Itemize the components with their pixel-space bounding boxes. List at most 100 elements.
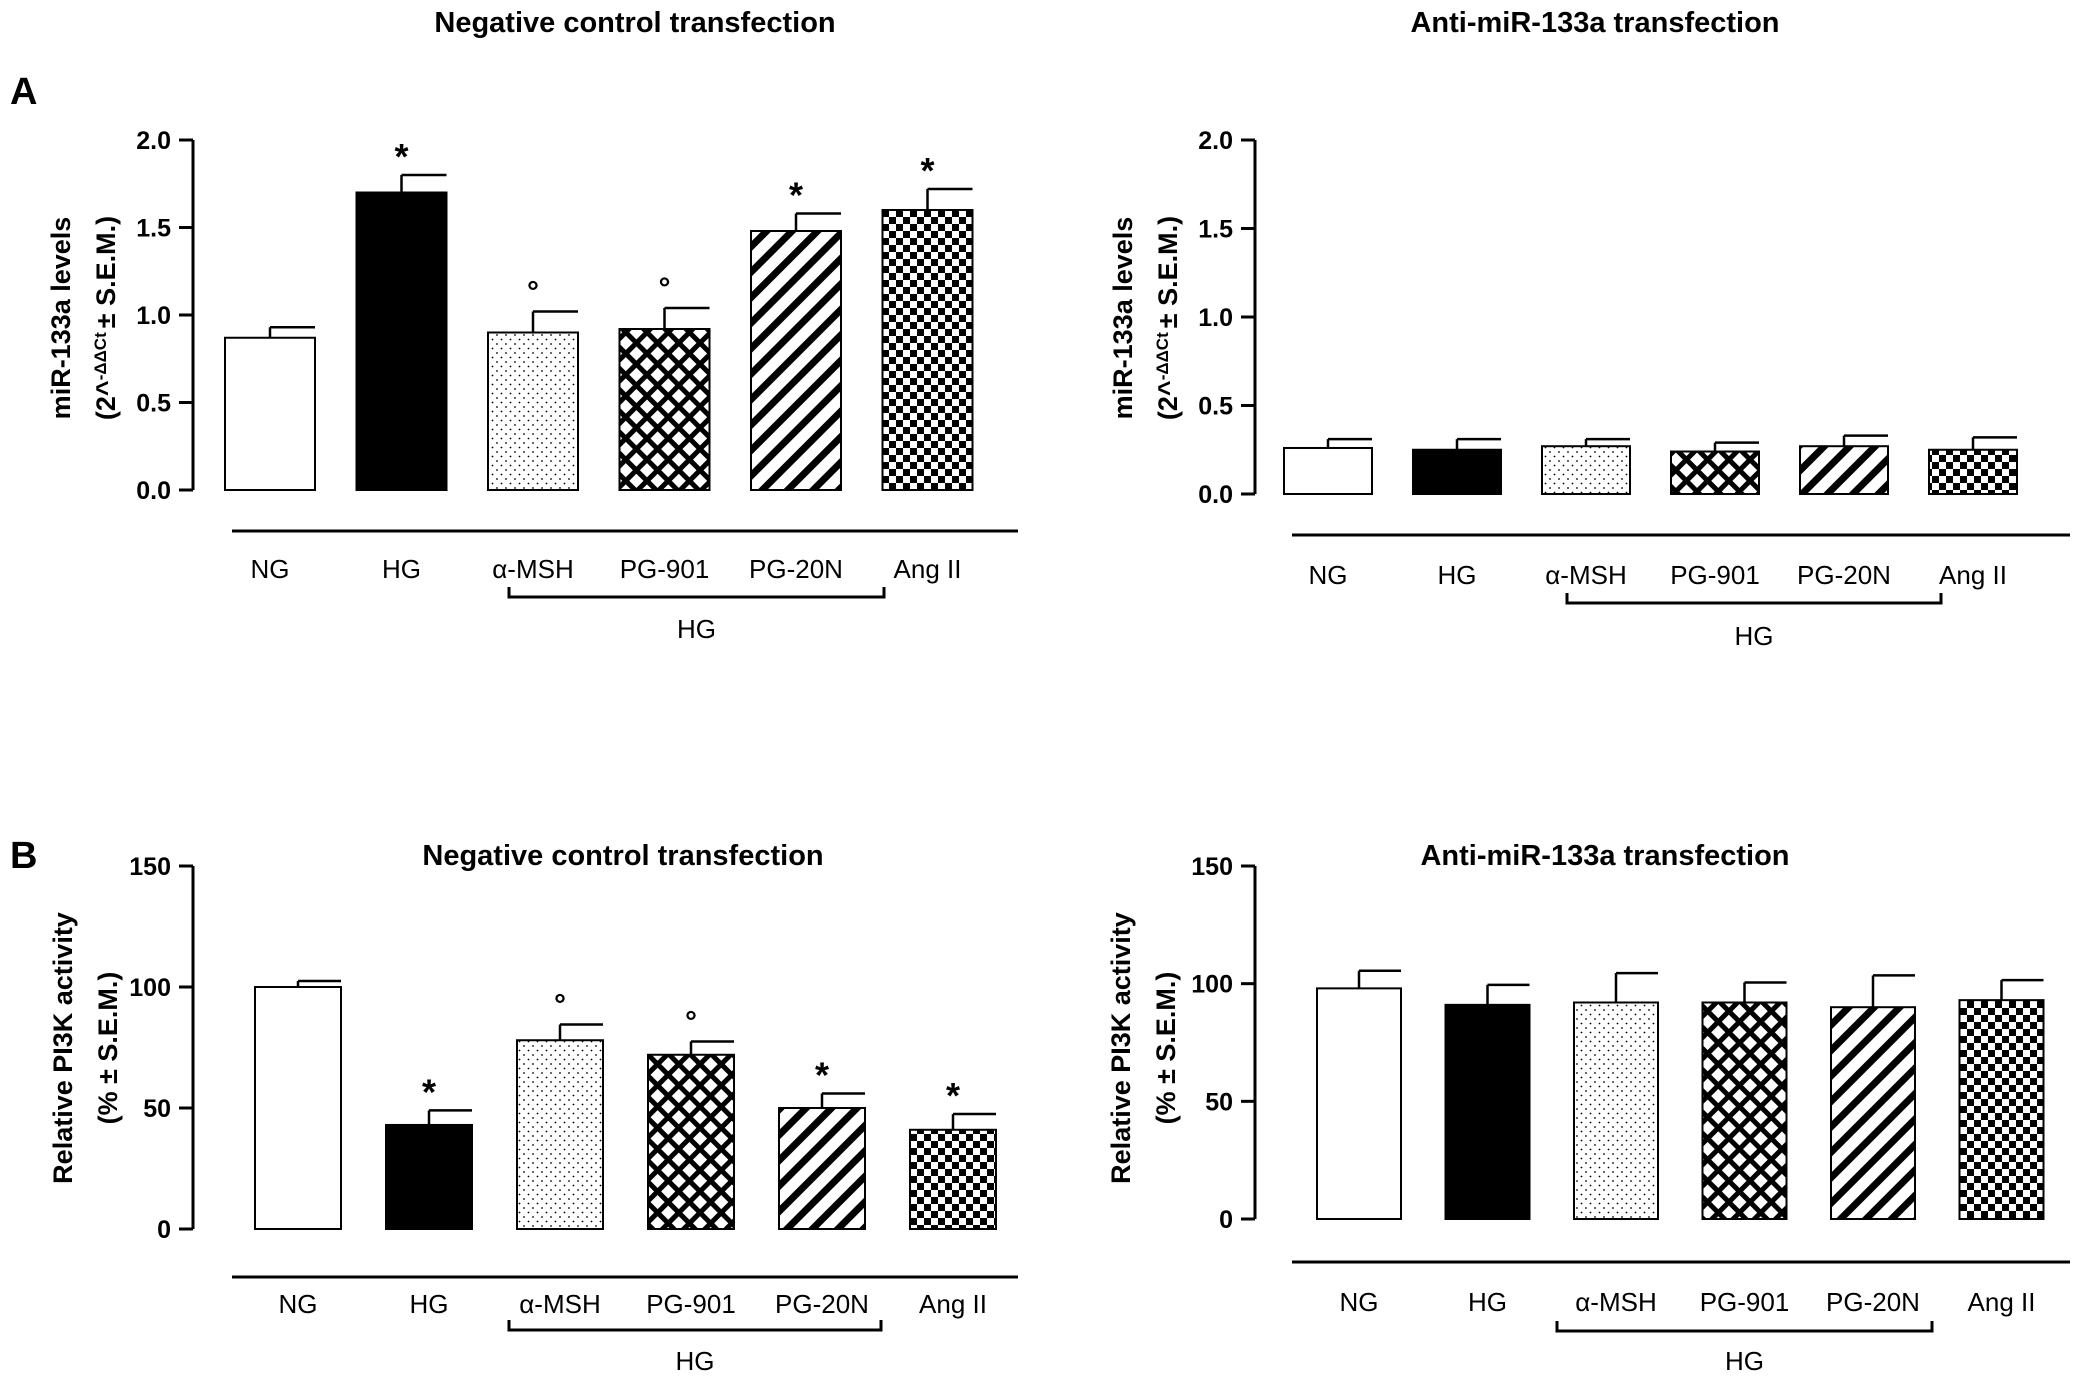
category-label: α-MSH — [492, 554, 573, 584]
y-axis-label-suffix: ± S.E.M.) — [91, 216, 121, 328]
y-axis-label-line2: (2^-ΔΔCt ± S.E.M.) — [1153, 216, 1184, 420]
panel-label-b: B — [10, 835, 37, 877]
group-label: HG — [676, 1346, 715, 1376]
bar-4 — [750, 230, 842, 491]
bar-4 — [1799, 445, 1889, 495]
category-label: α-MSH — [1575, 1287, 1656, 1317]
category-label: PG-901 — [620, 554, 710, 584]
group-bracket — [507, 1320, 883, 1332]
bar-1 — [1412, 448, 1502, 495]
significance-circle: ° — [554, 989, 566, 1022]
bar-3 — [618, 328, 711, 491]
group-label: HG — [677, 614, 716, 644]
y-tick-label: 0.0 — [136, 477, 171, 505]
significance-star: * — [920, 150, 934, 191]
y-tick-label: 50 — [143, 1095, 171, 1123]
y-tick-label: 0.0 — [1198, 481, 1233, 509]
category-label: PG-20N — [1797, 560, 1891, 590]
bar-2 — [516, 1039, 604, 1230]
chart-title: Anti-miR-133a transfection — [1420, 840, 1789, 872]
category-label: HG — [410, 1289, 449, 1319]
chart-a-negative-control: 0.0 0.5 1.0 1.5 2.0 miR-133a levels (2^-ΔΔCt ± … — [46, 127, 1018, 644]
y-axis-label-prefix: (2^ — [1153, 380, 1183, 420]
y-tick-label: 150 — [1191, 853, 1233, 881]
bar-1 — [1444, 1003, 1531, 1221]
group-label: HG — [1725, 1346, 1764, 1376]
y-axis-label-line2: (% ± S.E.M.) — [1151, 972, 1181, 1125]
y-tick-label: 0.5 — [1198, 393, 1233, 421]
category-label: PG-20N — [1826, 1287, 1920, 1317]
y-axis-label-superscript: -ΔΔCt — [91, 332, 110, 380]
category-label: Ang II — [1939, 560, 2007, 590]
y-axis-label-line1: miR-133a levels — [46, 217, 76, 420]
category-label: HG — [1438, 560, 1477, 590]
bar-2 — [1541, 445, 1631, 495]
category-label: PG-901 — [1700, 1287, 1790, 1317]
category-label: Ang II — [894, 554, 962, 584]
y-axis-label-superscript: -ΔΔCt — [1153, 332, 1172, 380]
bar-4 — [778, 1107, 866, 1230]
category-label: PG-901 — [646, 1289, 736, 1319]
y-axis-label-line1: miR-133a levels — [1108, 217, 1138, 420]
y-axis-label-line2: (% ± S.E.M.) — [93, 972, 123, 1125]
bar-5 — [1958, 999, 2045, 1221]
significance-star: * — [815, 1054, 829, 1095]
significance-star: * — [394, 136, 408, 177]
y-axis-label-suffix: ± S.E.M.) — [1153, 216, 1183, 328]
y-axis-label-prefix: (2^ — [91, 380, 121, 420]
category-label: HG — [1468, 1287, 1507, 1317]
y-tick-label: 2.0 — [136, 127, 171, 155]
y-tick-label: 1.0 — [1198, 304, 1233, 332]
bar-5 — [881, 209, 974, 491]
bar-0 — [1316, 987, 1402, 1221]
y-tick-label: 1.0 — [136, 302, 171, 330]
group-bracket — [1565, 593, 1943, 605]
y-tick-label: 0 — [1219, 1206, 1233, 1234]
y-tick-label: 1.5 — [136, 215, 171, 243]
category-label: NG — [251, 554, 290, 584]
group-label: HG — [1735, 621, 1774, 651]
bar-1 — [355, 191, 448, 491]
top-title-left: Negative control transfection — [434, 7, 835, 39]
y-tick-label: 100 — [1191, 971, 1233, 999]
y-axis-label-line2: (2^-ΔΔCt ± S.E.M.) — [91, 216, 122, 420]
chart-b-anti-mir-133a: Anti-miR-133a transfection 0 50 100 150 Relat… — [1106, 840, 2070, 1376]
category-label: Ang II — [919, 1289, 987, 1319]
significance-star: * — [946, 1075, 960, 1116]
significance-star: * — [422, 1071, 436, 1112]
bar-5 — [909, 1128, 997, 1231]
category-label: PG-20N — [775, 1289, 869, 1319]
category-label: PG-20N — [749, 554, 843, 584]
significance-circle: ° — [527, 276, 539, 309]
y-tick-label: 2.0 — [1198, 127, 1233, 155]
bar-3 — [1670, 450, 1760, 495]
y-axis-label-line1: Relative PI3K activity — [48, 912, 78, 1184]
y-axis-label-line1: Relative PI3K activity — [1106, 912, 1136, 1184]
bar-2 — [1573, 1001, 1659, 1221]
bar-3 — [1701, 1001, 1788, 1221]
group-bracket — [507, 587, 886, 599]
chart-b-negative-control: Negative control transfection 0 50 100 150 Re… — [48, 840, 1018, 1376]
category-label: NG — [1340, 1287, 1379, 1317]
category-label: α-MSH — [519, 1289, 600, 1319]
bar-2 — [487, 331, 579, 491]
bar-1 — [385, 1123, 473, 1230]
category-label: NG — [279, 1289, 318, 1319]
category-label: α-MSH — [1545, 560, 1626, 590]
bar-5 — [1928, 448, 2018, 495]
significance-circle: ° — [685, 1005, 697, 1038]
bar-4 — [1830, 1006, 1916, 1221]
group-bracket — [1555, 1321, 1934, 1333]
y-tick-label: 1.5 — [1198, 216, 1233, 244]
y-tick-label: 50 — [1205, 1088, 1233, 1116]
category-label: NG — [1309, 560, 1348, 590]
bar-0 — [224, 336, 316, 491]
category-label: Ang II — [1968, 1287, 2036, 1317]
bar-0 — [1283, 446, 1373, 496]
chart-title: Negative control transfection — [422, 840, 823, 872]
y-tick-label: 100 — [129, 974, 171, 1002]
bar-0 — [254, 986, 342, 1230]
significance-star: * — [789, 175, 803, 216]
top-title-right: Anti-miR-133a transfection — [1410, 7, 1779, 39]
